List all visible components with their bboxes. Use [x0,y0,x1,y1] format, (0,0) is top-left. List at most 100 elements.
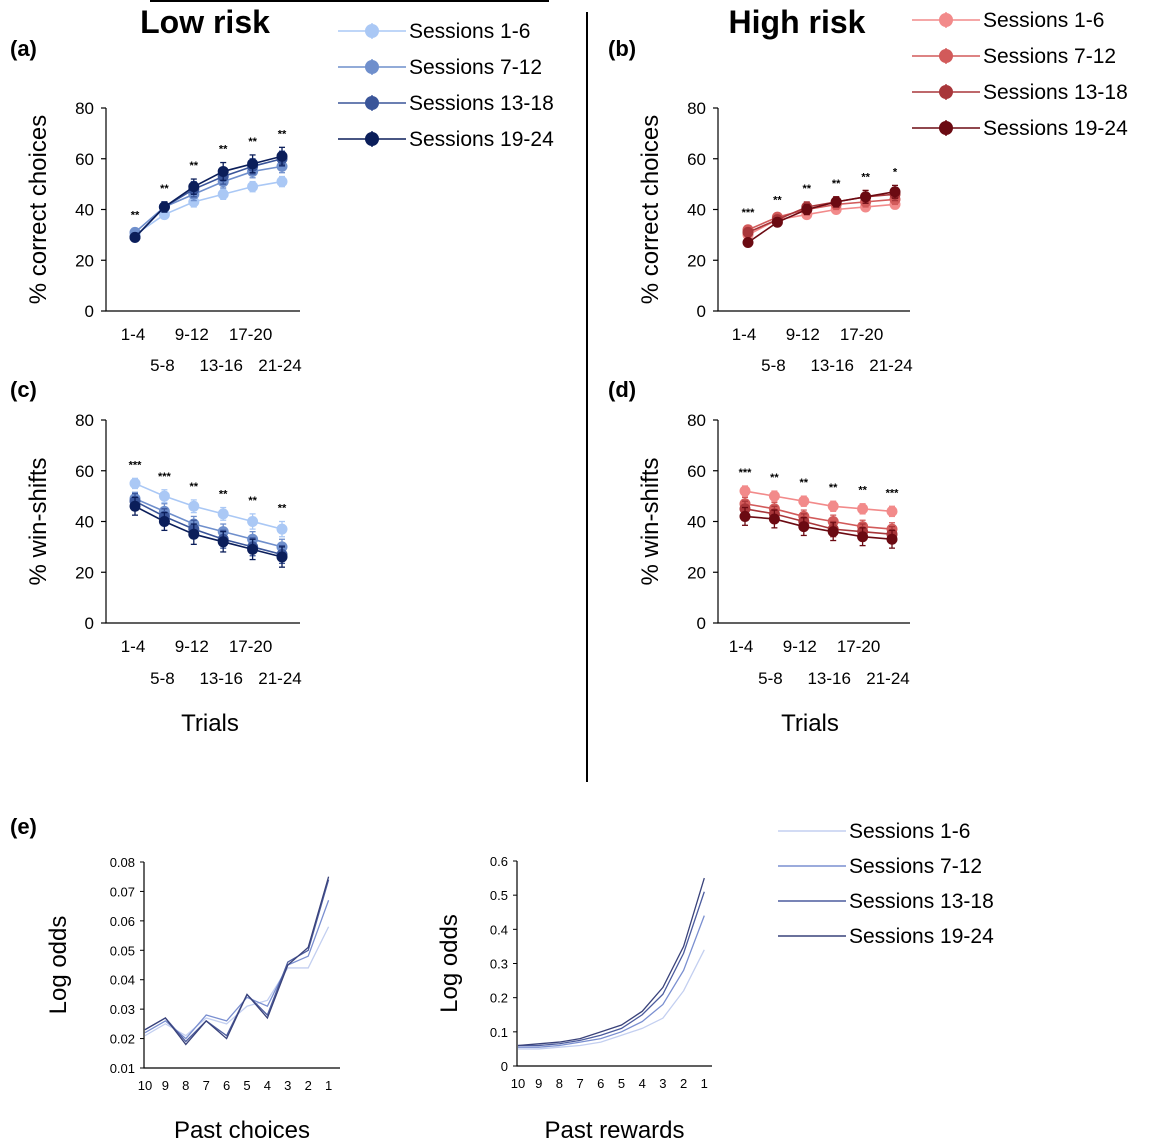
significance-marker: ** [190,160,199,172]
data-point [857,531,869,543]
x-tick-label: 13-16 [199,356,242,375]
series-line-0 [134,180,283,236]
data-point [188,196,200,208]
legend-high-marker-1 [939,49,953,63]
data-point [129,477,141,489]
y-tick-label: 40 [687,513,706,532]
y-tick-label: 0 [85,302,94,321]
data-point [129,500,141,512]
significance-marker: ** [160,183,169,195]
significance-marker: ** [829,482,838,494]
y-axis-label: % correct choices [637,115,664,304]
data-point [801,204,813,215]
x-axis-label-d: Trials [781,710,839,737]
panel-b: (b) % correct choices 0 20 40 60 80 1-45-89-12 1… [608,36,913,375]
x-tick-label: 17-20 [229,325,272,344]
x-tick-label: 10 [138,1078,152,1093]
significance-marker: ** [770,472,779,484]
y-axis-label: % win-shifts [637,457,664,585]
data-point [742,226,754,238]
series-line-3 [517,877,705,1047]
x-tick-label: 1-4 [729,637,754,656]
data-point [886,533,898,545]
data-point [158,201,170,213]
legend-high-marker-3 [939,121,953,135]
series-line-1 [134,165,283,233]
y-tick-label: 0.01 [110,1061,135,1076]
y-tick-label: 0.04 [110,973,135,988]
y-tick-label: 80 [687,411,706,430]
legend-high-label-2: Sessions 13-18 [983,81,1128,104]
x-tick-label: 17-20 [837,637,880,656]
x-tick-label: 9 [535,1076,542,1091]
data-point [830,196,842,208]
data-point [158,516,170,527]
significance-marker: ** [858,485,867,497]
significance-marker: ** [278,128,287,140]
y-axis-label: % win-shifts [25,457,52,585]
y-tick-label: 0.08 [110,855,135,870]
data-point [276,176,288,188]
y-axis-label: Log odds [436,914,463,1013]
x-tick-label: 1-4 [121,325,146,344]
data-point [158,490,170,502]
y-tick-label: 20 [75,251,94,270]
legend-low-label-0: Sessions 1-6 [409,20,530,43]
data-point [768,513,780,525]
y-tick-label: 0.2 [490,991,508,1006]
x-tick-label: 1 [701,1076,708,1091]
significance-marker: *** [158,471,172,483]
series-line-2 [744,508,893,535]
x-tick-label: 7 [203,1078,210,1093]
series-line-2 [518,891,705,1047]
legend-high-marker-0 [939,13,953,27]
data-point [798,521,810,533]
panel-letter: (d) [608,377,636,402]
y-tick-label: 0.06 [110,914,135,929]
x-tick-label: 5 [243,1078,250,1093]
data-point [188,500,200,512]
data-point [739,485,751,497]
significance-marker: ** [803,183,812,195]
x-tick-label: 13-16 [807,669,850,688]
legend-low-marker-3 [365,132,379,146]
x-axis-label-c: Trials [181,710,239,737]
y-tick-label: 20 [687,563,706,582]
series-line-3 [134,155,283,238]
data-point [771,216,783,228]
x-tick-label: 4 [264,1078,271,1093]
data-point [276,150,288,162]
significance-marker: ** [190,481,199,493]
data-point [276,551,288,563]
x-tick-label: 21-24 [866,669,909,688]
x-tick-label: 9 [162,1078,169,1093]
legend-high-label-0: Sessions 1-6 [983,9,1104,32]
x-tick-label: 21-24 [869,356,912,375]
y-tick-label: 60 [687,462,706,481]
significance-marker: ** [131,210,140,222]
x-tick-label: 5-8 [758,669,783,688]
panel-letter: (a) [10,36,37,61]
significance-marker: ** [861,171,870,183]
y-tick-label: 60 [687,150,706,169]
high-risk-title: High risk [729,4,866,40]
panel-a: (a) % correct choices 0 20 40 60 80 1-45-89-12 1… [10,36,302,375]
data-point [217,165,229,177]
data-point [247,181,259,193]
data-point [217,536,229,548]
y-tick-label: 0.4 [490,922,508,937]
series-line-0 [134,482,283,530]
x-tick-label: 1-4 [121,637,146,656]
y-tick-label: 0.02 [110,1032,135,1047]
panel-e-past-choices: (e) Log odds Past choices 0.01 0.02 0.03 0.04 0… [10,814,340,1142]
significance-marker: *** [129,459,143,471]
legend-low-marker-0 [365,24,379,38]
data-point [827,500,839,512]
y-tick-label: 40 [75,201,94,220]
legend-low-risk: Sessions 1-6 Sessions 7-12 Sessions 13-18 S… [338,20,554,151]
significance-marker: ** [219,144,228,156]
significance-marker: *** [739,467,753,479]
series-line-3 [747,190,896,244]
x-tick-label: 5-8 [150,356,175,375]
y-axis-label: % correct choices [25,115,52,304]
